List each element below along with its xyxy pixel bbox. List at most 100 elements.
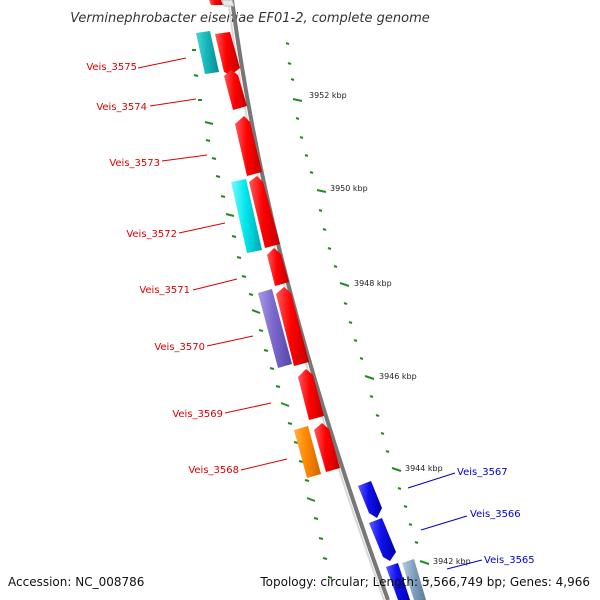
tick-label: 3944 kbp: [405, 464, 443, 473]
callout-line: [446, 559, 483, 570]
callout-line: [224, 402, 272, 414]
gene-arrow-veis-3572[interactable]: [231, 179, 262, 253]
gene-arrow-veis-3567[interactable]: [358, 481, 382, 518]
left-gene-labels: Veis_3575 Veis_3574 Veis_3573 Veis_3572 …: [86, 62, 239, 476]
minor-tick: [236, 256, 242, 259]
gene-arrow-veis-3566[interactable]: [369, 518, 396, 561]
tick-labels: 3952 kbp 3950 kbp 3948 kbp 3946 kbp 3944…: [309, 91, 471, 566]
minor-tick: [287, 422, 293, 425]
minor-tick: [414, 541, 419, 544]
minor-tick: [290, 78, 295, 81]
gene-arrow-veis-3574[interactable]: [224, 70, 247, 110]
gene-label[interactable]: Veis_3575: [86, 62, 137, 73]
callout-line: [178, 222, 226, 234]
gene-arrow-veis-3568-b[interactable]: [314, 423, 340, 472]
tick-label: 3948 kbp: [354, 279, 392, 288]
gene-label[interactable]: Veis_3566: [470, 509, 521, 520]
gene-label[interactable]: Veis_3571: [139, 285, 190, 296]
major-tick: [419, 560, 430, 565]
gene-label[interactable]: Veis_3572: [126, 229, 177, 240]
minor-tick: [353, 339, 358, 342]
minor-tick: [258, 329, 264, 332]
genome-backbone-highlight: [227, 0, 385, 600]
gene-arrow-veis-3573[interactable]: [235, 116, 262, 176]
minor-tick: [359, 357, 364, 360]
minor-tick: [215, 175, 221, 178]
minor-tick: [318, 209, 323, 212]
minor-tick: [380, 432, 385, 435]
tick-label: 3950 kbp: [330, 184, 368, 193]
major-tick: [280, 402, 290, 407]
gene-arrow-veis-3569[interactable]: [298, 369, 324, 420]
map-title: Verminephrobacter eiseniae EF01-2, compl…: [70, 11, 429, 26]
callout-line: [407, 472, 456, 489]
genome-backbone: [230, 0, 390, 600]
callout-line: [137, 57, 187, 69]
right-gene-labels: Veis_3567 Veis_3566 Veis_3565: [457, 467, 535, 566]
gene-arrow-veis-3565[interactable]: [386, 563, 410, 600]
minor-tick: [327, 247, 332, 250]
gene-label[interactable]: Veis_3573: [109, 158, 160, 169]
minor-tick: [369, 395, 374, 398]
minor-tick: [304, 479, 310, 482]
gene-label[interactable]: Veis_3565: [484, 555, 535, 566]
major-tick: [364, 375, 375, 380]
gene-arrow-veis-3568[interactable]: [294, 426, 321, 478]
minor-tick: [241, 275, 247, 278]
minor-tick: [408, 523, 413, 526]
gene-features: [196, 0, 426, 600]
tick-label: 3952 kbp: [309, 91, 347, 100]
minor-tick: [322, 557, 328, 560]
major-tick: [251, 309, 261, 314]
minor-tick: [375, 414, 380, 417]
minor-tick: [313, 517, 319, 520]
gene-arrow-veis-3575[interactable]: [196, 31, 219, 74]
callout-line: [240, 458, 288, 471]
callout-line: [161, 154, 208, 162]
minor-tick: [403, 505, 408, 508]
gene-arrow-veis-3570-b[interactable]: [276, 287, 309, 366]
minor-tick: [263, 349, 269, 352]
gene-label[interactable]: Veis_3567: [457, 467, 508, 478]
gene-arrow-gray[interactable]: [221, 0, 235, 7]
minor-tick: [333, 265, 338, 268]
minor-tick: [293, 441, 299, 444]
minor-tick: [205, 139, 211, 142]
left-callout-lines: [137, 57, 288, 471]
callout-line: [192, 278, 238, 291]
minor-tick: [193, 74, 199, 77]
major-tick: [391, 467, 402, 472]
minor-tick: [322, 228, 327, 231]
minor-tick: [298, 460, 304, 463]
gene-arrow-veis-3570[interactable]: [258, 289, 292, 368]
minor-tick: [343, 302, 348, 305]
gene-arrow-veis-3576[interactable]: [209, 0, 223, 5]
gene-label[interactable]: Veis_3574: [96, 102, 147, 113]
minor-tick: [309, 171, 314, 174]
callout-line: [149, 98, 197, 107]
accession-text: Accession: NC_008786: [8, 575, 144, 589]
minor-tick: [348, 321, 353, 324]
minor-tick: [220, 195, 226, 198]
callout-line: [206, 335, 254, 347]
gene-label[interactable]: Veis_3569: [172, 409, 223, 420]
gene-arrow-veis-3572-b[interactable]: [249, 176, 280, 248]
major-tick: [204, 121, 214, 125]
major-tick: [306, 497, 316, 502]
gene-arrow-veis-3571[interactable]: [267, 248, 289, 286]
gene-arrow-veis-3575-b[interactable]: [215, 32, 240, 75]
callout-line: [420, 515, 468, 531]
gene-arrow-veis-3565-b[interactable]: [402, 559, 426, 600]
minor-tick: [295, 117, 300, 120]
minor-tick: [385, 450, 390, 453]
minor-tick: [425, 579, 430, 582]
minor-tick: [327, 576, 333, 579]
major-tick: [225, 213, 235, 217]
right-callout-lines: [407, 472, 483, 570]
genome-summary-text: Topology: circular; Length: 5,566,749 bp…: [259, 575, 590, 589]
gene-label[interactable]: Veis_3568: [188, 465, 239, 476]
gene-label[interactable]: Veis_3570: [154, 342, 205, 353]
minor-tick: [275, 385, 281, 388]
